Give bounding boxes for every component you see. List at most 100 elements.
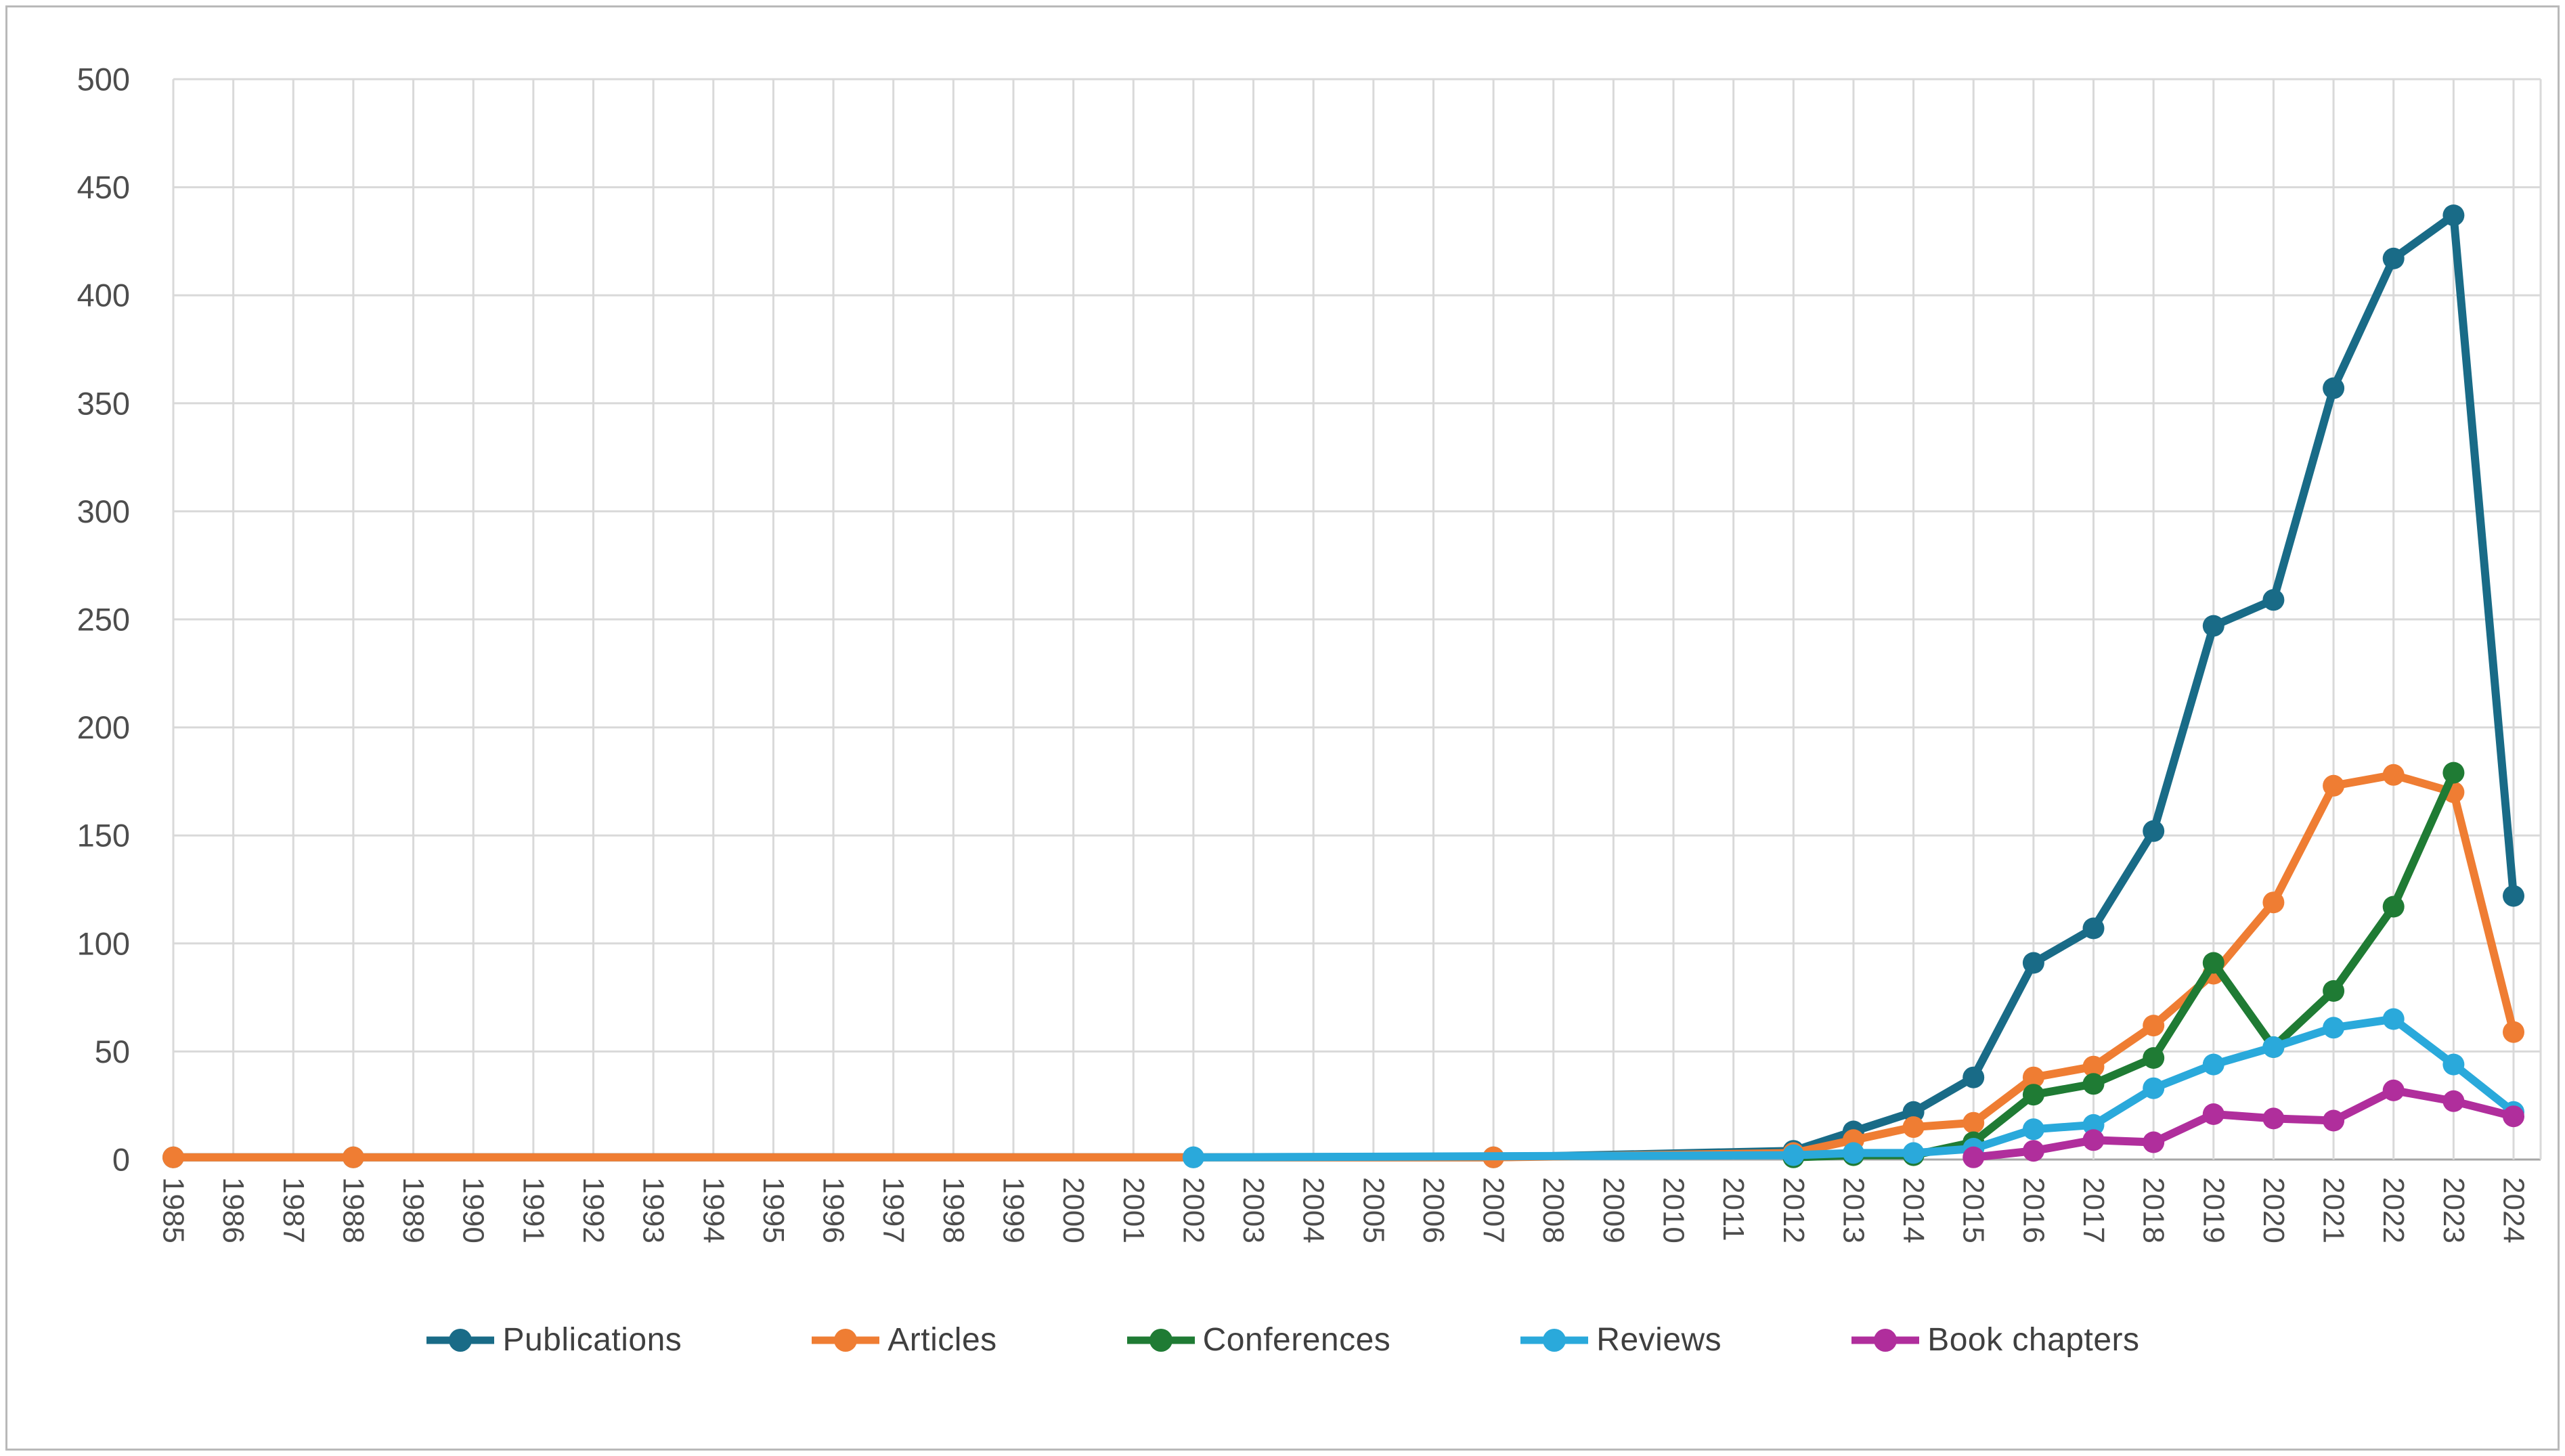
legend-item-book-chapters: Book chapters [1850, 1321, 2139, 1359]
x-axis-tick-label: 2009 [1597, 1177, 1630, 1243]
x-axis-tick-label: 2024 [2497, 1177, 2530, 1243]
series-group [162, 204, 2524, 1168]
data-point-publications [2143, 820, 2165, 842]
data-point-articles [2082, 1055, 2105, 1078]
data-point-conferences [2442, 762, 2465, 784]
y-axis-tick-label: 450 [77, 169, 130, 205]
data-point-articles [2262, 891, 2285, 914]
x-axis-tick-label: 2017 [2077, 1177, 2110, 1243]
data-point-reviews [1782, 1144, 1805, 1166]
data-point-articles [2323, 774, 2345, 797]
data-point-book-chapters [2202, 1103, 2224, 1125]
data-point-articles [1963, 1111, 1985, 1134]
data-point-articles [2503, 1021, 2524, 1043]
x-axis-tick-label: 2013 [1837, 1177, 1870, 1243]
x-axis-tick-label: 1991 [517, 1177, 550, 1243]
y-axis-tick-label: 0 [112, 1142, 130, 1178]
x-axis-tick-label: 2001 [1117, 1177, 1150, 1243]
x-axis-tick-label: 1996 [817, 1177, 850, 1243]
x-axis-tick-label: 2023 [2437, 1177, 2470, 1243]
x-axis-tick-label: 1998 [937, 1177, 970, 1243]
x-axis-tick-label: 1986 [217, 1177, 250, 1243]
x-axis-tick-label: 2003 [1237, 1177, 1270, 1243]
legend-label: Conferences [1202, 1322, 1391, 1358]
data-point-reviews [2262, 1036, 2285, 1058]
data-point-articles [342, 1146, 364, 1168]
data-point-reviews [2382, 1008, 2405, 1030]
data-point-publications [2323, 377, 2345, 399]
data-point-reviews [1182, 1146, 1204, 1168]
legend-item-publications: Publications [425, 1321, 682, 1359]
data-point-reviews [1902, 1142, 1925, 1164]
x-axis-tick-label: 2012 [1777, 1177, 1810, 1243]
x-axis-tick-label: 2021 [2317, 1177, 2350, 1243]
x-axis-tick-label: 2022 [2377, 1177, 2410, 1243]
data-point-articles [2382, 764, 2405, 786]
x-axis-tick-label: 2006 [1417, 1177, 1450, 1243]
x-axis-tick-label: 1995 [757, 1177, 790, 1243]
data-point-conferences [2082, 1073, 2105, 1095]
data-point-publications [2262, 589, 2285, 611]
x-axis-tick-label: 1989 [397, 1177, 430, 1243]
data-point-publications [2022, 952, 2044, 974]
data-point-articles [1902, 1116, 1925, 1139]
x-axis-tick-label: 2002 [1177, 1177, 1210, 1243]
data-point-reviews [2143, 1077, 2165, 1099]
y-axis-tick-label: 350 [77, 385, 130, 421]
x-axis-tick-label: 2018 [2137, 1177, 2170, 1243]
x-axis-tick-label: 1999 [996, 1177, 1030, 1243]
x-axis-labels-group: 1985 1986 1987 1988 1989 1990 1991 1992 1993 1994… [157, 1177, 2530, 1243]
x-axis-tick-label: 2005 [1357, 1177, 1390, 1243]
x-axis-tick-label: 2016 [2017, 1177, 2050, 1243]
data-point-publications [1963, 1066, 1985, 1088]
data-point-book-chapters [2143, 1131, 2165, 1153]
legend-label: Publications [502, 1322, 682, 1358]
legend-marker-book-chapters-icon [1851, 1328, 1920, 1352]
data-point-publications [1902, 1101, 1925, 1123]
data-point-reviews [2323, 1017, 2345, 1039]
data-point-book-chapters [2503, 1105, 2524, 1128]
y-axis-tick-label: 300 [77, 493, 130, 529]
series-line-book-chapters [1969, 1086, 2518, 1162]
x-axis-tick-label: 2014 [1897, 1177, 1930, 1243]
data-point-reviews [1842, 1142, 1864, 1164]
x-axis-tick-label: 2000 [1057, 1177, 1090, 1243]
x-axis-tick-label: 2004 [1297, 1177, 1330, 1243]
data-point-conferences [2202, 952, 2224, 974]
y-axis-tick-label: 100 [77, 925, 130, 961]
data-point-reviews [2442, 1053, 2465, 1076]
data-point-publications [2202, 615, 2224, 637]
data-point-book-chapters [2323, 1109, 2345, 1132]
y-axis-tick-label: 250 [77, 602, 130, 638]
x-axis-tick-label: 2020 [2257, 1177, 2290, 1243]
x-axis-tick-label: 1992 [577, 1177, 610, 1243]
x-axis-tick-label: 2011 [1717, 1177, 1750, 1241]
legend-label: Articles [887, 1322, 997, 1358]
x-axis-tick-label: 2010 [1657, 1177, 1690, 1243]
y-axis-tick-label: 150 [77, 818, 130, 854]
series-line-conferences [1789, 768, 2458, 1162]
data-point-articles [2022, 1066, 2044, 1088]
data-point-reviews [2082, 1113, 2105, 1136]
x-axis-tick-label: 1988 [336, 1177, 370, 1243]
legend: Publications Articles Conferences Reviews Bo… [0, 1321, 2565, 1359]
data-point-book-chapters [2262, 1107, 2285, 1130]
data-point-book-chapters [2022, 1140, 2044, 1162]
data-point-articles [2143, 1015, 2165, 1037]
x-axis-tick-label: 2007 [1477, 1177, 1510, 1243]
legend-item-reviews: Reviews [1519, 1321, 1722, 1359]
data-point-conferences [2022, 1084, 2044, 1106]
data-point-conferences [2323, 980, 2345, 1002]
data-point-book-chapters [2082, 1129, 2105, 1151]
y-axis-tick-label: 200 [77, 709, 130, 745]
x-axis-tick-label: 2015 [1957, 1177, 1990, 1243]
x-axis-tick-label: 1993 [637, 1177, 670, 1243]
data-point-publications [2382, 247, 2405, 269]
y-axis-tick-label: 400 [77, 278, 130, 313]
y-axis-labels-group: 0 50 100 150 200 250 300 350 400 450 500 [77, 62, 130, 1178]
data-point-articles [162, 1146, 184, 1168]
legend-item-conferences: Conferences [1126, 1321, 1391, 1359]
x-axis-tick-label: 1990 [457, 1177, 490, 1243]
data-point-reviews [2202, 1053, 2224, 1076]
